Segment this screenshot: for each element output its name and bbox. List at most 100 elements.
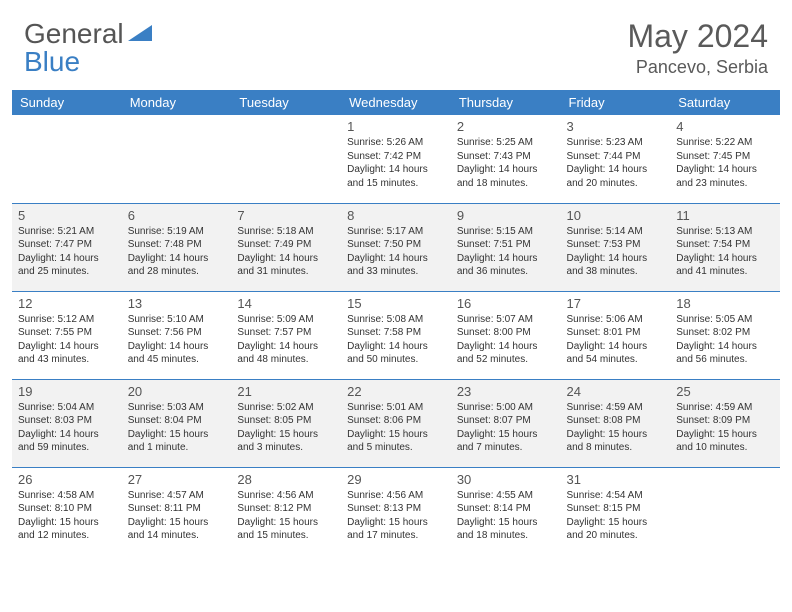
day-info-line: Sunset: 7:44 PM — [567, 150, 665, 164]
day-info-line: Daylight: 14 hours — [18, 340, 116, 354]
day-number: 6 — [128, 208, 226, 223]
day-info-line: Sunrise: 4:59 AM — [567, 401, 665, 415]
day-info-line: and 12 minutes. — [18, 529, 116, 543]
day-info-line: Daylight: 14 hours — [676, 252, 774, 266]
day-info-line: Sunset: 8:01 PM — [567, 326, 665, 340]
calendar-day: 2Sunrise: 5:25 AMSunset: 7:43 PMDaylight… — [451, 115, 561, 203]
day-info-line: Sunrise: 5:12 AM — [18, 313, 116, 327]
calendar-day: 24 Sunrise: 4:59 AMSunset: 8:08 PMDayligh… — [561, 379, 671, 467]
day-info: Sunrise: 5:05 AMSunset: 8:02 PMDaylight:… — [676, 313, 774, 367]
day-info-line: Sunset: 8:00 PM — [457, 326, 555, 340]
calendar-day: 23Sunrise: 5:00 AMSunset: 8:07 PMDayligh… — [451, 379, 561, 467]
day-info-line: Sunrise: 5:15 AM — [457, 225, 555, 239]
calendar-day: 25Sunrise: 4:59 AMSunset: 8:09 PMDayligh… — [670, 379, 780, 467]
day-info-line: Sunset: 7:47 PM — [18, 238, 116, 252]
day-info-line: Sunrise: 4:56 AM — [347, 489, 445, 503]
day-info-line: Sunrise: 5:05 AM — [676, 313, 774, 327]
calendar-day: 11Sunrise: 5:13 AMSunset: 7:54 PMDayligh… — [670, 203, 780, 291]
day-info-line: and 33 minutes. — [347, 265, 445, 279]
day-info-line: Daylight: 14 hours — [676, 340, 774, 354]
day-number: 16 — [457, 296, 555, 311]
day-info-line: Sunrise: 4:54 AM — [567, 489, 665, 503]
day-info: Sunrise: 5:14 AMSunset: 7:53 PMDaylight:… — [567, 225, 665, 279]
day-number: 24 — [567, 384, 665, 399]
calendar-week: 26Sunrise: 4:58 AMSunset: 8:10 PMDayligh… — [12, 467, 780, 555]
day-number: 9 — [457, 208, 555, 223]
calendar-day: 1Sunrise: 5:26 AMSunset: 7:42 PMDaylight… — [341, 115, 451, 203]
day-info-line: Sunrise: 5:08 AM — [347, 313, 445, 327]
day-info-line: and 17 minutes. — [347, 529, 445, 543]
day-number: 8 — [347, 208, 445, 223]
day-number: 15 — [347, 296, 445, 311]
day-info: Sunrise: 5:26 AMSunset: 7:42 PMDaylight:… — [347, 136, 445, 190]
day-info-line: Sunrise: 4:58 AM — [18, 489, 116, 503]
day-number: 25 — [676, 384, 774, 399]
calendar-day: 18Sunrise: 5:05 AMSunset: 8:02 PMDayligh… — [670, 291, 780, 379]
day-info-line: Daylight: 14 hours — [347, 163, 445, 177]
day-info-line: Sunset: 8:11 PM — [128, 502, 226, 516]
day-info: Sunrise: 4:59 AMSunset: 8:08 PMDaylight:… — [567, 401, 665, 455]
calendar-day: 28Sunrise: 4:56 AMSunset: 8:12 PMDayligh… — [231, 467, 341, 555]
day-info-line: Daylight: 14 hours — [567, 163, 665, 177]
day-info-line: Sunset: 7:57 PM — [237, 326, 335, 340]
day-info: Sunrise: 5:25 AMSunset: 7:43 PMDaylight:… — [457, 136, 555, 190]
calendar-day: 27Sunrise: 4:57 AMSunset: 8:11 PMDayligh… — [122, 467, 232, 555]
calendar-day: 8Sunrise: 5:17 AMSunset: 7:50 PMDaylight… — [341, 203, 451, 291]
day-info-line: and 56 minutes. — [676, 353, 774, 367]
day-info-line: Sunrise: 5:06 AM — [567, 313, 665, 327]
day-info-line: and 36 minutes. — [457, 265, 555, 279]
calendar-day: 22Sunrise: 5:01 AMSunset: 8:06 PMDayligh… — [341, 379, 451, 467]
day-info-line: and 20 minutes. — [567, 529, 665, 543]
calendar-day-empty — [122, 115, 232, 203]
day-info-line: Sunset: 7:58 PM — [347, 326, 445, 340]
day-info-line: Sunrise: 4:57 AM — [128, 489, 226, 503]
calendar-day: 3Sunrise: 5:23 AMSunset: 7:44 PMDaylight… — [561, 115, 671, 203]
day-info-line: Sunset: 7:42 PM — [347, 150, 445, 164]
day-info-line: Sunrise: 5:23 AM — [567, 136, 665, 150]
weekday-header: Wednesday — [341, 90, 451, 115]
calendar-day: 29 Sunrise: 4:56 AMSunset: 8:13 PMDayligh… — [341, 467, 451, 555]
calendar-day-empty — [670, 467, 780, 555]
day-info-line: and 38 minutes. — [567, 265, 665, 279]
day-info-line: Daylight: 15 hours — [676, 428, 774, 442]
calendar-day: 9Sunrise: 5:15 AMSunset: 7:51 PMDaylight… — [451, 203, 561, 291]
day-info-line: Sunset: 8:03 PM — [18, 414, 116, 428]
header: General May 2024 Pancevo, Serbia — [0, 0, 792, 82]
day-number: 29 — [347, 472, 445, 487]
day-info: Sunrise: 5:07 AMSunset: 8:00 PMDaylight:… — [457, 313, 555, 367]
calendar-week: 19Sunrise: 5:04 AMSunset: 8:03 PMDayligh… — [12, 379, 780, 467]
calendar-head: SundayMondayTuesdayWednesdayThursdayFrid… — [12, 90, 780, 115]
day-info-line: Daylight: 15 hours — [128, 428, 226, 442]
day-info-line: Sunrise: 5:22 AM — [676, 136, 774, 150]
day-info-line: Sunrise: 5:09 AM — [237, 313, 335, 327]
day-info-line: and 54 minutes. — [567, 353, 665, 367]
day-number: 31 — [567, 472, 665, 487]
day-info-line: Sunset: 8:13 PM — [347, 502, 445, 516]
day-info-line: Sunset: 8:02 PM — [676, 326, 774, 340]
calendar-day: 10Sunrise: 5:14 AMSunset: 7:53 PMDayligh… — [561, 203, 671, 291]
calendar-day-empty — [231, 115, 341, 203]
calendar-day: 14Sunrise: 5:09 AMSunset: 7:57 PMDayligh… — [231, 291, 341, 379]
calendar-day: 20Sunrise: 5:03 AMSunset: 8:04 PMDayligh… — [122, 379, 232, 467]
day-info: Sunrise: 5:03 AMSunset: 8:04 PMDaylight:… — [128, 401, 226, 455]
day-info-line: Sunrise: 5:07 AM — [457, 313, 555, 327]
day-info: Sunrise: 5:21 AMSunset: 7:47 PMDaylight:… — [18, 225, 116, 279]
day-info-line: Daylight: 14 hours — [567, 252, 665, 266]
day-info-line: Daylight: 14 hours — [457, 340, 555, 354]
day-info-line: Daylight: 14 hours — [18, 252, 116, 266]
day-info-line: and 25 minutes. — [18, 265, 116, 279]
day-number: 26 — [18, 472, 116, 487]
day-info-line: and 43 minutes. — [18, 353, 116, 367]
day-info-line: Sunset: 8:08 PM — [567, 414, 665, 428]
day-info-line: and 15 minutes. — [237, 529, 335, 543]
day-info-line: Daylight: 14 hours — [457, 163, 555, 177]
day-number: 30 — [457, 472, 555, 487]
day-info-line: Daylight: 15 hours — [347, 516, 445, 530]
calendar-week: 5 Sunrise: 5:21 AMSunset: 7:47 PMDaylight… — [12, 203, 780, 291]
day-info-line: Sunrise: 5:26 AM — [347, 136, 445, 150]
day-info: Sunrise: 5:01 AMSunset: 8:06 PMDaylight:… — [347, 401, 445, 455]
day-info: Sunrise: 5:02 AMSunset: 8:05 PMDaylight:… — [237, 401, 335, 455]
day-number: 5 — [18, 208, 116, 223]
day-info-line: Sunrise: 4:56 AM — [237, 489, 335, 503]
day-info-line: Sunrise: 5:18 AM — [237, 225, 335, 239]
